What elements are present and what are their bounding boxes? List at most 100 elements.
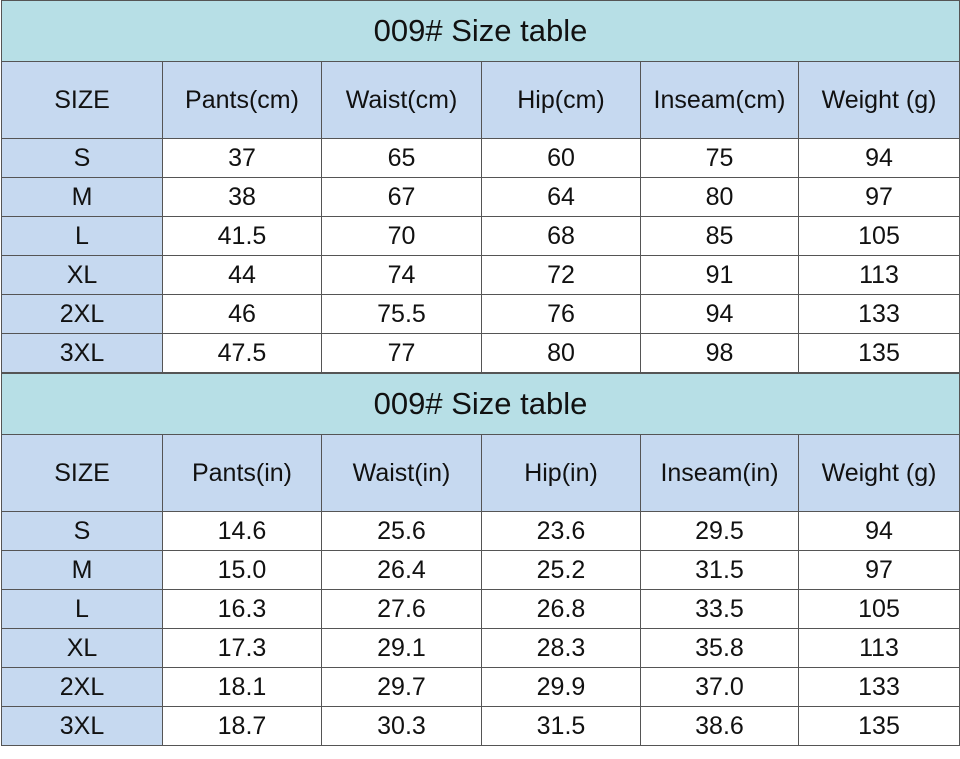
table-cell: 76 — [481, 294, 641, 334]
table-cell: 94 — [797, 138, 960, 178]
table-cell: 29.5 — [640, 511, 799, 551]
data-row: 2XL 46 75.5 76 94 133 — [1, 294, 960, 334]
table-cell: 31.5 — [481, 706, 641, 746]
table-cell: 17.3 — [162, 628, 322, 668]
table-cell: 113 — [797, 255, 960, 295]
table-cell: 135 — [797, 706, 960, 746]
size-label: 2XL — [1, 667, 163, 707]
table-cell: 67 — [321, 177, 482, 217]
table-cell: 26.4 — [321, 550, 482, 590]
data-row: 3XL 47.5 77 80 98 135 — [1, 333, 960, 373]
table-cell: 38.6 — [640, 706, 799, 746]
table-cell: 75 — [640, 138, 799, 178]
table-cell: 105 — [797, 589, 960, 629]
column-header: Inseam(in) — [640, 434, 799, 512]
size-label: L — [1, 216, 163, 256]
table-cell: 18.1 — [162, 667, 322, 707]
size-table: 009# Size table SIZE Pants(cm) Waist(cm) Hip… — [0, 0, 960, 373]
table-cell: 15.0 — [162, 550, 322, 590]
table-cell: 28.3 — [481, 628, 641, 668]
column-header: Weight (g) — [797, 61, 960, 139]
size-label: S — [1, 138, 163, 178]
table-title: 009# Size table — [0, 373, 960, 435]
table-cell: 105 — [797, 216, 960, 256]
data-row: 2XL 18.1 29.7 29.9 37.0 133 — [1, 667, 960, 707]
table-cell: 38 — [162, 177, 322, 217]
table-cell: 23.6 — [481, 511, 641, 551]
table-cell: 113 — [797, 628, 960, 668]
title-row: 009# Size table — [0, 373, 960, 435]
table-cell: 41.5 — [162, 216, 322, 256]
table-cell: 37.0 — [640, 667, 799, 707]
data-row: S 14.6 25.6 23.6 29.5 94 — [1, 511, 960, 551]
column-header: Hip(in) — [481, 434, 641, 512]
column-header: Hip(cm) — [481, 61, 641, 139]
table-cell: 14.6 — [162, 511, 322, 551]
data-row: L 41.5 70 68 85 105 — [1, 216, 960, 256]
table-cell: 44 — [162, 255, 322, 295]
column-header: Weight (g) — [797, 434, 960, 512]
table-cell: 18.7 — [162, 706, 322, 746]
table-cell: 65 — [321, 138, 482, 178]
table-cell: 35.8 — [640, 628, 799, 668]
data-row: M 38 67 64 80 97 — [1, 177, 960, 217]
table-cell: 47.5 — [162, 333, 322, 373]
table-cell: 31.5 — [640, 550, 799, 590]
column-header: Pants(in) — [162, 434, 322, 512]
data-row: XL 44 74 72 91 113 — [1, 255, 960, 295]
data-row: XL 17.3 29.1 28.3 35.8 113 — [1, 628, 960, 668]
table-cell: 94 — [797, 511, 960, 551]
data-row: S 37 65 60 75 94 — [1, 138, 960, 178]
size-label: 3XL — [1, 706, 163, 746]
size-label: XL — [1, 255, 163, 295]
column-header: SIZE — [1, 434, 163, 512]
table-cell: 98 — [640, 333, 799, 373]
table-cell: 29.9 — [481, 667, 641, 707]
table-cell: 97 — [797, 177, 960, 217]
table-cell: 26.8 — [481, 589, 641, 629]
size-label: M — [1, 550, 163, 590]
table-cell: 75.5 — [321, 294, 482, 334]
table-cell: 60 — [481, 138, 641, 178]
size-label: M — [1, 177, 163, 217]
column-header: Pants(cm) — [162, 61, 322, 139]
table-cell: 29.1 — [321, 628, 482, 668]
column-header: Waist(cm) — [321, 61, 482, 139]
table-cell: 64 — [481, 177, 641, 217]
column-header: SIZE — [1, 61, 163, 139]
table-cell: 72 — [481, 255, 641, 295]
table-cell: 135 — [797, 333, 960, 373]
size-label: L — [1, 589, 163, 629]
table-cell: 16.3 — [162, 589, 322, 629]
header-row: SIZE Pants(in) Waist(in) Hip(in) Inseam(in) W… — [1, 434, 960, 512]
size-label: XL — [1, 628, 163, 668]
table-cell: 46 — [162, 294, 322, 334]
size-label: S — [1, 511, 163, 551]
table-cell: 25.2 — [481, 550, 641, 590]
table-cell: 133 — [797, 294, 960, 334]
data-row: 3XL 18.7 30.3 31.5 38.6 135 — [1, 706, 960, 746]
size-table: 009# Size table SIZE Pants(in) Waist(in) Hip… — [0, 373, 960, 746]
table-cell: 91 — [640, 255, 799, 295]
column-header: Waist(in) — [321, 434, 482, 512]
table-cell: 97 — [797, 550, 960, 590]
table-title: 009# Size table — [0, 0, 960, 62]
table-cell: 33.5 — [640, 589, 799, 629]
table-cell: 80 — [640, 177, 799, 217]
table-cell: 74 — [321, 255, 482, 295]
table-cell: 68 — [481, 216, 641, 256]
column-header: Inseam(cm) — [640, 61, 799, 139]
header-row: SIZE Pants(cm) Waist(cm) Hip(cm) Inseam(cm) W… — [1, 61, 960, 139]
table-cell: 37 — [162, 138, 322, 178]
table-cell: 85 — [640, 216, 799, 256]
data-row: L 16.3 27.6 26.8 33.5 105 — [1, 589, 960, 629]
table-cell: 70 — [321, 216, 482, 256]
table-cell: 29.7 — [321, 667, 482, 707]
size-label: 3XL — [1, 333, 163, 373]
title-row: 009# Size table — [0, 0, 960, 62]
data-row: M 15.0 26.4 25.2 31.5 97 — [1, 550, 960, 590]
table-cell: 25.6 — [321, 511, 482, 551]
table-cell: 94 — [640, 294, 799, 334]
table-cell: 80 — [481, 333, 641, 373]
